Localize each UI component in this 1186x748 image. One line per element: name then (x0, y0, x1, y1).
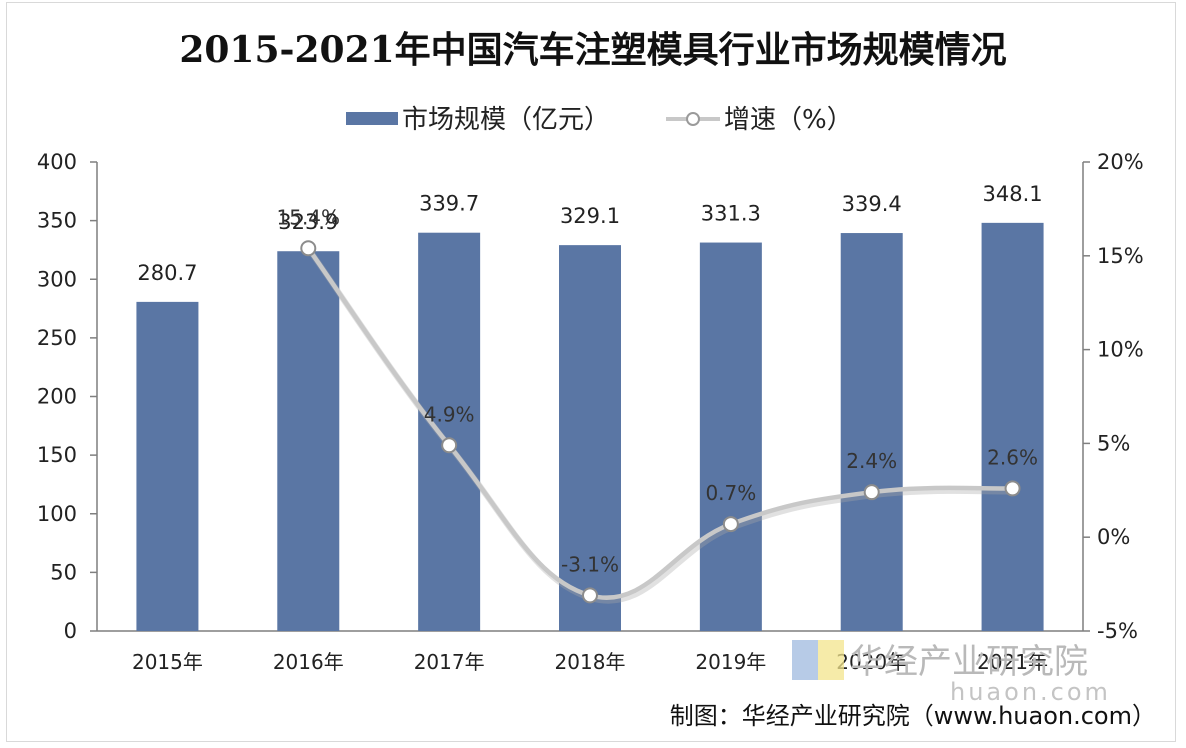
chart-title: 2015-2021年中国汽车注塑模具行业市场规模情况 (179, 29, 1006, 71)
y-left-tick-label: 300 (37, 267, 77, 291)
growth-point (1004, 480, 1021, 497)
legend-bar-swatch (346, 112, 398, 125)
bar (418, 232, 481, 631)
bar (981, 222, 1044, 631)
bar-value-label: 280.7 (137, 261, 197, 285)
growth-line-shadow (307, 249, 1015, 604)
growth-point (863, 484, 880, 501)
bar (277, 251, 340, 632)
bar-labels: 280.7 323.9 339.7 329.1 331.3 339.4 348.1 (137, 182, 1042, 285)
growth-point (441, 437, 458, 454)
bars (136, 222, 1044, 632)
x-tick-label: 2018年 (555, 650, 626, 674)
growth-value-label: 2.6% (987, 445, 1038, 469)
x-tick-label: 2021年 (977, 650, 1048, 674)
source-note: 制图：华经产业研究院（www.huaon.com） (670, 702, 1156, 730)
axes: 0 50 100 150 200 250 300 350 400 -5% 0% 5% 10% 15% 20%… (37, 150, 1144, 674)
bar (699, 242, 762, 631)
y-right-tick-label: 15% (1097, 244, 1144, 268)
y-left-tick-label: 100 (37, 502, 77, 526)
y-left-tick-label: 0 (64, 619, 77, 643)
legend-bar-label: 市场规模（亿元） (402, 105, 610, 135)
bar-value-label: 339.4 (842, 192, 902, 216)
y-right-tick-label: 0% (1097, 525, 1130, 549)
y-left-tick-label: 400 (37, 150, 77, 174)
growth-point (300, 240, 317, 257)
x-tick-label: 2015年 (132, 650, 203, 674)
legend-line-label: 增速（%） (724, 105, 853, 135)
growth-value-label: 2.4% (846, 449, 897, 473)
growth-value-label: 0.7% (705, 481, 756, 505)
bar (559, 245, 621, 631)
bar-value-label: 323.9 (278, 210, 338, 234)
bar (136, 301, 199, 631)
y-left-tick-label: 350 (37, 209, 77, 233)
growth-labels: 15.4% 4.9% -3.1% 0.7% 2.4% 2.6% (277, 205, 1038, 576)
y-left-tick-label: 50 (50, 560, 77, 584)
bar-value-label: 331.3 (701, 202, 761, 226)
watermark-text: 华经产业研究院 (850, 642, 1088, 682)
growth-value-label: 4.9% (424, 402, 475, 426)
y-left-tick-label: 150 (37, 443, 77, 467)
growth-line-layer (300, 240, 1021, 604)
watermark: 华经产业研究院 huaon.com (792, 640, 1111, 706)
bar (840, 233, 903, 631)
watermark-url: huaon.com (950, 678, 1111, 706)
y-right-tick-label: 20% (1097, 150, 1144, 174)
growth-value-label: 15.4% (277, 205, 341, 229)
growth-value-label: -3.1% (561, 552, 619, 576)
y-right-tick-label: 10% (1097, 338, 1144, 362)
x-tick-label: 2020年 (836, 650, 907, 674)
x-tick-label: 2016年 (273, 650, 344, 674)
bar-value-label: 329.1 (560, 204, 620, 228)
watermark-logo-yellow (818, 640, 844, 680)
watermark-logo-blue (792, 640, 818, 680)
x-tick-label: 2019年 (695, 650, 766, 674)
legend: 市场规模（亿元） 增速（%） (346, 105, 853, 135)
growth-point (722, 516, 739, 533)
growth-line (306, 246, 1015, 600)
y-left-tick-label: 250 (37, 326, 77, 350)
y-right-tick-label: 5% (1097, 431, 1130, 455)
y-left-tick-label: 200 (37, 385, 77, 409)
x-tick-label: 2017年 (414, 650, 485, 674)
growth-point (582, 587, 598, 604)
bar-value-label: 339.7 (419, 192, 479, 216)
bar-value-label: 348.1 (983, 182, 1043, 206)
y-right-tick-label: -5% (1097, 619, 1138, 643)
legend-line-marker (686, 112, 700, 126)
